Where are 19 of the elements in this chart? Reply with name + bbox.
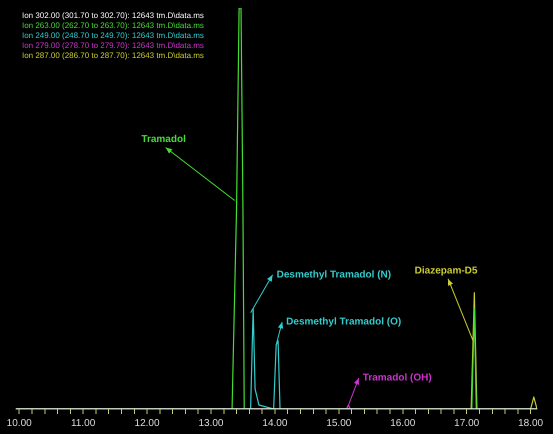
text: Ion 279.00 (278.70 to 279.70): 12643 tm.D\data.ms	[22, 41, 204, 50]
x-tick-label: 15.00	[326, 418, 352, 429]
x-tick-label: 18.00	[518, 418, 544, 429]
annotation: Desmethyl Tramadol (O)	[286, 316, 402, 328]
text: Ion 249.00 (248.70 to 249.70): 12643 tm.D\data.ms	[22, 31, 204, 40]
x-tick-label: 13.00	[198, 418, 224, 429]
annotation: Desmethyl Tramadol (N)	[276, 270, 392, 281]
annotation: Tramadol (OH)	[362, 372, 432, 384]
x-tick-label: 17.00	[454, 418, 480, 429]
text: Ion 287.00 (286.70 to 287.70): 12643 tm.D\data.ms	[22, 51, 204, 60]
text: Ion 302.00 (301.70 to 302.70): 12643 tm.D\data.ms	[22, 11, 204, 20]
x-tick-label: 16.00	[390, 418, 416, 429]
x-tick-label: 11.00	[70, 418, 96, 429]
x-tick-label: 12.00	[134, 418, 160, 429]
annotation: Diazepam-D5	[414, 266, 478, 277]
x-tick-label: 10.00	[6, 418, 32, 429]
text: Ion 263.00 (262.70 to 263.70): 12643 tm.D\data.ms	[22, 21, 204, 30]
annotation: Tramadol	[141, 134, 186, 146]
x-tick-label: 14.00	[262, 418, 288, 429]
